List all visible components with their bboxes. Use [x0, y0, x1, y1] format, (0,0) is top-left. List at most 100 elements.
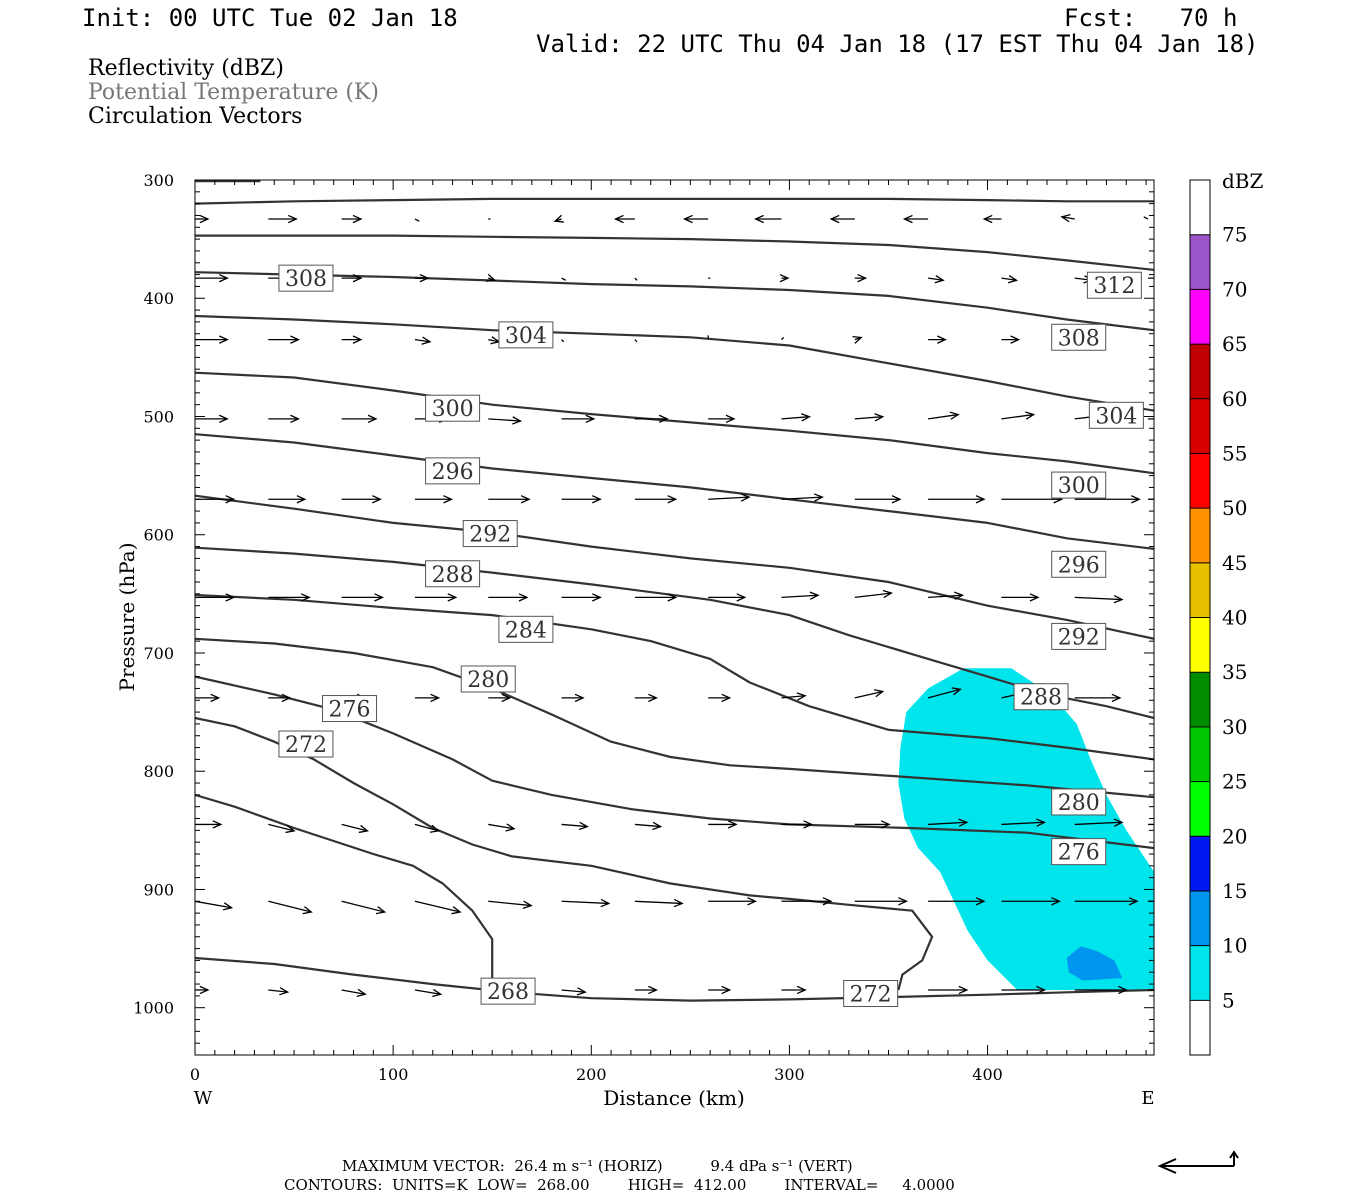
circulation-vector	[268, 823, 295, 832]
svg-text:276: 276	[1058, 841, 1100, 866]
circulation-vector	[268, 989, 288, 993]
contour-label: 296	[1051, 550, 1107, 578]
vector-arrowhead	[822, 897, 833, 906]
vector-arrowhead	[591, 593, 602, 602]
vector-arrowhead	[358, 824, 369, 834]
theta-contour-312	[195, 234, 1154, 271]
circulation-vector	[781, 594, 819, 599]
vector-arrowhead	[451, 906, 462, 915]
vector-arrowhead	[285, 824, 296, 834]
vector-arrowhead	[522, 900, 533, 909]
circulation-vector	[488, 823, 515, 830]
vector-arrowhead	[882, 589, 893, 599]
reflectivity-5dbz-region	[898, 668, 1154, 990]
colorbar-tick-label: 40	[1222, 606, 1247, 630]
valid-time-label: Valid: 22 UTC Thu 04 Jan 18 (17 EST Thu …	[536, 30, 1259, 58]
svg-text:300: 300	[1058, 474, 1100, 499]
circulation-vector	[414, 989, 441, 995]
circulation-vector	[928, 594, 963, 599]
vector-arrowhead	[367, 414, 378, 424]
contour-label: 300	[425, 394, 481, 422]
vector-arrowhead	[874, 689, 885, 698]
forecast-hour-label: Fcst: 70 h	[1064, 4, 1238, 32]
vector-arrowhead	[600, 898, 611, 908]
contour-label: 304	[498, 321, 554, 349]
vector-arrowhead	[667, 495, 678, 504]
circulation-vector	[561, 989, 586, 993]
contour-label: 284	[498, 615, 554, 643]
svg-text:308: 308	[1058, 326, 1100, 351]
circulation-vector	[928, 277, 944, 281]
vector-arrowhead	[218, 335, 229, 344]
vector-arrowhead	[199, 214, 210, 224]
theta-contour-308	[195, 271, 1154, 332]
vector-arrowhead	[578, 821, 589, 831]
vector-arrowhead	[891, 495, 902, 504]
circulation-vector	[195, 900, 232, 909]
legend-potential-temperature: Potential Temperature (K)	[88, 80, 379, 105]
vector-arrowhead	[430, 693, 441, 703]
circulation-vector	[928, 821, 967, 826]
circulation-vector	[561, 339, 565, 343]
vector-arrowhead	[501, 693, 512, 703]
vector-arrowhead	[356, 988, 367, 998]
colorbar-tick-label: 15	[1222, 879, 1247, 903]
theta-contour-268	[195, 956, 1154, 1002]
circulation-vector	[634, 823, 661, 828]
colorbar-tick-label: 70	[1222, 277, 1247, 301]
vector-arrowhead	[803, 820, 814, 829]
svg-text:296: 296	[1058, 553, 1100, 578]
x-tick-label: 200	[576, 1065, 607, 1084]
colorbar-unit-label: dBZ	[1222, 169, 1264, 193]
vector-arrowhead	[648, 985, 658, 995]
vector-arrowhead	[218, 273, 229, 283]
contour-label: 280	[1051, 788, 1107, 816]
vector-arrowhead	[1168, 821, 1176, 828]
circulation-vector	[1061, 216, 1075, 220]
colorbar-tick-label: 55	[1222, 441, 1247, 465]
vector-arrowhead	[352, 273, 363, 283]
theta-contour-296	[195, 433, 1154, 550]
vector-arrowhead	[505, 823, 516, 832]
vector-arrowhead	[673, 898, 684, 908]
contour-label: 272	[278, 730, 334, 758]
svg-text:280: 280	[1058, 791, 1100, 816]
contour-label: 296	[425, 457, 481, 485]
vector-arrowhead	[576, 987, 587, 996]
circulation-vector	[1001, 277, 1017, 281]
circulation-vector	[1001, 413, 1034, 420]
vector-arrowhead	[874, 413, 885, 422]
x-axis-label: Distance (km)	[603, 1086, 745, 1110]
vector-arrowhead	[553, 214, 564, 223]
vector-arrowhead	[1060, 214, 1071, 223]
y-tick-label: 400	[143, 289, 174, 308]
colorbar-swatch	[1190, 726, 1210, 782]
vector-arrowhead	[1036, 985, 1047, 995]
svg-text:268: 268	[487, 980, 529, 1005]
y-tick-label: 800	[143, 762, 174, 781]
vector-arrowhead	[287, 214, 298, 224]
vector-arrowhead	[809, 591, 820, 600]
vector-arrowhead	[281, 693, 292, 703]
vector-arrowhead	[937, 335, 947, 344]
vector-arrowhead	[1036, 818, 1047, 827]
svg-text:272: 272	[850, 983, 892, 1008]
colorbar-tick-label: 35	[1222, 660, 1247, 684]
theta-contour-316	[195, 197, 1154, 205]
contour-label: 288	[425, 560, 481, 588]
circulation-vector	[414, 900, 461, 913]
svg-text:272: 272	[285, 733, 327, 758]
vector-arrowhead	[290, 335, 300, 344]
contour-label: 276	[322, 695, 378, 723]
contour-label: 308	[278, 264, 334, 292]
contour-label: 292	[1051, 622, 1107, 650]
circulation-vector	[414, 338, 431, 343]
footer-contours-info: CONTOURS: UNITS=K LOW= 268.00 HIGH= 412.…	[284, 1176, 955, 1194]
vector-arrowhead	[754, 214, 764, 224]
legend-reflectivity: Reflectivity (dBZ)	[88, 56, 284, 81]
vector-arrowhead	[736, 593, 747, 602]
circulation-vector	[781, 695, 806, 699]
vector-arrowhead	[682, 214, 693, 224]
vector-arrowhead	[375, 906, 387, 915]
vector-arrowhead	[302, 906, 313, 915]
